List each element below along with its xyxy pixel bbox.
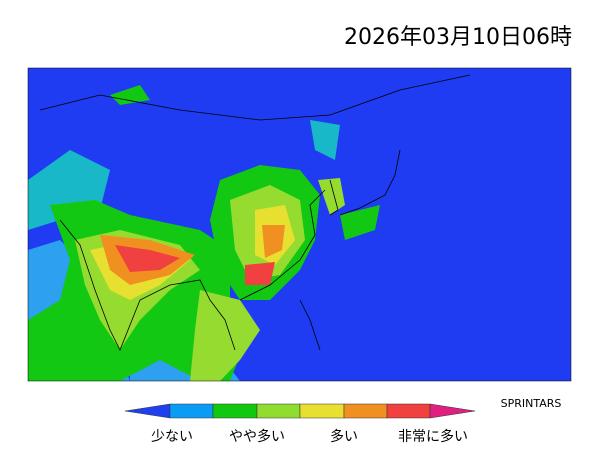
legend-label: 少ない <box>151 429 193 445</box>
credit: SPRINTARS <box>501 397 562 410</box>
map <box>27 67 572 382</box>
legend-label: 非常に多い <box>398 428 468 445</box>
colorbar <box>124 403 476 419</box>
title: 2026年03月10日06時 <box>344 25 572 50</box>
legend-label: やや多い <box>229 428 285 445</box>
legend-label: 多い <box>330 428 358 445</box>
